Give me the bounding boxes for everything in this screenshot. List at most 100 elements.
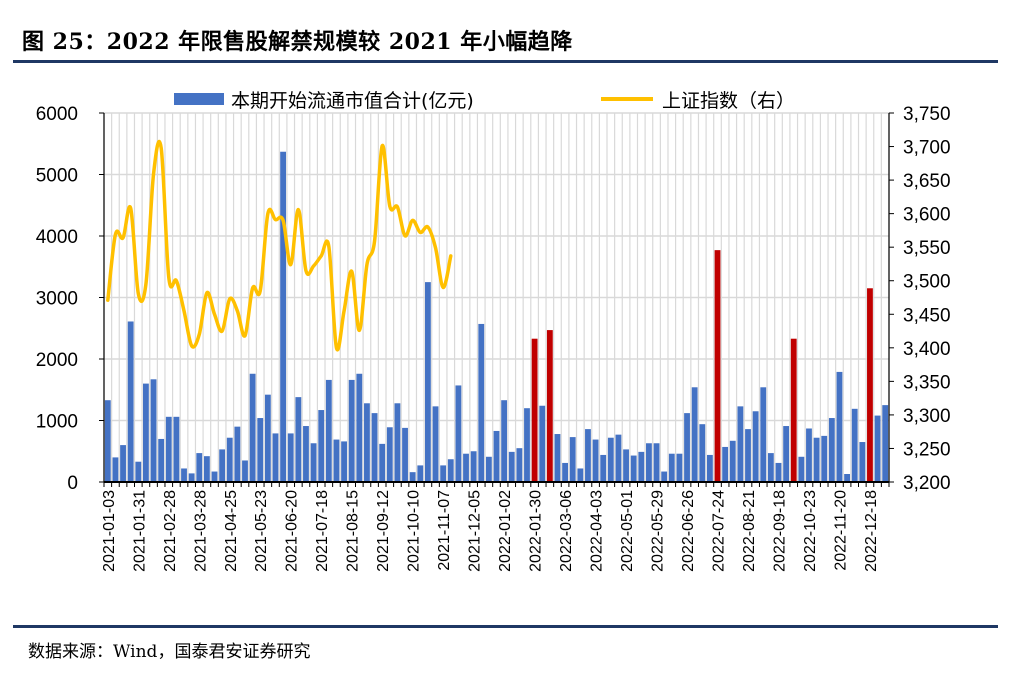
bar	[684, 413, 690, 482]
bar	[806, 428, 812, 482]
bar	[432, 406, 439, 482]
x-axis-tick-label: 2021-12-05	[467, 490, 484, 572]
x-axis-tick-label: 2022-12-18	[863, 490, 880, 572]
bar	[280, 151, 287, 482]
bar	[196, 453, 203, 482]
left-axis-tick-label: 5000	[36, 166, 78, 187]
x-axis-tick-label: 2021-10-10	[406, 490, 423, 572]
bar	[333, 439, 340, 482]
bar	[440, 465, 447, 482]
x-axis-tick-label: 2022-05-29	[650, 490, 667, 572]
bar	[737, 406, 744, 482]
bar	[120, 445, 126, 482]
bar	[341, 441, 347, 482]
bar	[493, 430, 500, 482]
bar	[318, 410, 325, 482]
legend-bar-label: 本期开始流通市值合计(亿元)	[231, 90, 474, 112]
bar	[577, 468, 584, 482]
bar	[767, 453, 774, 482]
x-axis-tick-label: 2021-05-23	[253, 490, 270, 572]
right-axis-tick-label: 3,700	[903, 138, 951, 159]
x-axis-tick-label: 2021-07-18	[314, 490, 331, 572]
x-axis-tick-label: 2021-08-15	[345, 490, 362, 572]
bar	[760, 387, 767, 482]
bar	[851, 408, 858, 482]
bar	[623, 449, 629, 482]
bar	[516, 448, 523, 482]
highlighted-bar	[714, 250, 721, 482]
bar	[371, 413, 378, 482]
bar	[386, 427, 393, 482]
bar	[615, 434, 622, 482]
bar	[203, 456, 210, 482]
bars	[104, 151, 889, 482]
bar	[783, 426, 790, 482]
x-axis-tick-label: 2022-01-30	[528, 490, 545, 572]
shanghai-index-line	[106, 139, 453, 352]
left-axis-tick-label: 6000	[36, 104, 78, 125]
bar	[455, 385, 462, 482]
bar	[798, 456, 805, 482]
bar	[264, 394, 271, 482]
bar	[150, 379, 157, 482]
right-axis-tick-label: 3,200	[903, 473, 951, 494]
x-axis-tick-label: 2021-03-28	[192, 490, 209, 572]
highlighted-bar	[531, 338, 538, 482]
bar	[501, 400, 508, 482]
bar	[364, 403, 370, 482]
x-axis-tick-label: 2022-11-20	[832, 490, 849, 571]
x-axis-tick-label: 2021-04-25	[223, 490, 240, 572]
right-axis-tick-label: 3,650	[903, 171, 951, 192]
legend-line-swatch	[601, 97, 653, 101]
bar	[181, 468, 187, 482]
bar	[508, 451, 515, 482]
bar	[211, 471, 218, 482]
bar	[661, 471, 668, 482]
bar	[630, 455, 637, 482]
left-axis-tick-label: 1000	[36, 412, 78, 433]
x-axis-tick-label: 2022-05-01	[619, 490, 636, 572]
bar	[653, 443, 660, 482]
highlighted-bar	[867, 288, 873, 482]
bar	[158, 438, 165, 482]
bar	[188, 473, 195, 482]
bar	[485, 456, 492, 482]
bar	[249, 373, 256, 482]
x-axis-tick-label: 2021-01-03	[101, 490, 118, 572]
bottom-rule	[13, 625, 998, 628]
bar	[219, 449, 226, 482]
bar	[638, 451, 645, 482]
right-axis-tick-label: 3,750	[903, 104, 951, 125]
bar	[729, 440, 736, 482]
top-rule	[13, 60, 998, 63]
highlighted-bar	[546, 330, 553, 482]
x-axis-tick-label: 2022-09-18	[771, 490, 788, 572]
bar	[859, 442, 866, 482]
bar	[646, 443, 652, 482]
bar	[272, 433, 279, 482]
bar	[135, 461, 142, 482]
x-axis-tick-label: 2021-09-12	[375, 490, 392, 572]
x-axis-tick-label: 2022-03-06	[558, 490, 575, 572]
bar	[722, 446, 729, 482]
bar	[775, 462, 782, 482]
bar	[524, 408, 530, 482]
x-axis-tick-label: 2021-11-07	[436, 490, 453, 571]
bar	[470, 451, 477, 482]
bar	[539, 405, 546, 482]
bar	[173, 416, 180, 482]
source-note: 数据来源：Wind，国泰君安证券研究	[28, 642, 311, 662]
bar	[706, 454, 713, 482]
bar	[607, 437, 614, 482]
right-axis-tick-label: 3,500	[903, 272, 951, 293]
bar	[348, 379, 355, 482]
right-axis-tick-label: 3,450	[903, 305, 951, 326]
right-axis-tick-label: 3,550	[903, 238, 951, 259]
right-axis-tick-label: 3,300	[903, 406, 951, 427]
bar	[828, 418, 835, 482]
right-axis-tick-label: 3,250	[903, 439, 951, 460]
legend: 本期开始流通市值合计(亿元) 上证指数（右）	[174, 90, 795, 112]
bar	[752, 411, 759, 482]
left-axis-tick-label: 2000	[36, 350, 78, 371]
x-axis-tick-label: 2022-07-24	[711, 490, 728, 572]
